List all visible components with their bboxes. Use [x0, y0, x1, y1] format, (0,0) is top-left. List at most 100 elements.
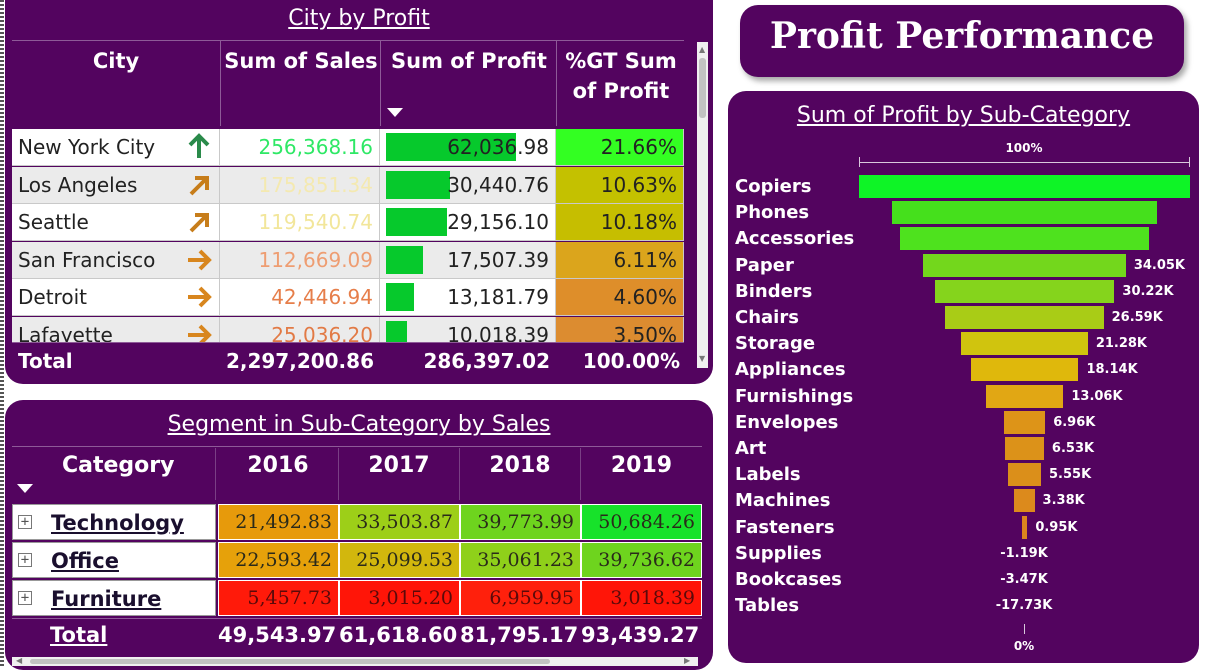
segment-row: + Furniture 5,457.73 3,015.20 6,959.95 3,018.… [12, 580, 702, 616]
funnel-category-label: Envelopes [735, 411, 839, 433]
scroll-thumb[interactable] [699, 58, 706, 118]
category-cell[interactable]: + Technology [12, 504, 216, 540]
funnel-category-label: Copiers [735, 176, 812, 197]
profit-data-bar [386, 170, 450, 199]
funnel-bar[interactable] [961, 332, 1088, 356]
year-header-2018[interactable]: 2018 [460, 448, 581, 500]
funnel-bar[interactable] [1021, 515, 1028, 539]
city-name: Detroit [18, 285, 87, 309]
year-sales-cell: 3,015.20 [339, 580, 460, 616]
profit-data-bar [386, 283, 414, 311]
table-row[interactable]: Los Angeles 175,851.34 30,440.76 10.63% [12, 166, 684, 204]
pct-header[interactable]: %GT Sum of Profit [565, 49, 677, 103]
category-label[interactable]: Technology [51, 511, 184, 535]
funnel-bar[interactable] [934, 279, 1115, 303]
year-sales-cell: 50,684.26 [581, 504, 702, 540]
sales-cell: 112,669.09 [220, 241, 380, 279]
sort-descending-icon[interactable] [17, 484, 33, 493]
category-label[interactable]: Furniture [51, 587, 162, 611]
sort-descending-icon[interactable] [387, 108, 403, 117]
funnel-bar[interactable] [1003, 410, 1046, 434]
funnel-value-label: 26.59K [1111, 310, 1163, 325]
sales-cell: 119,540.74 [220, 204, 380, 241]
pct-cell: 4.60% [556, 279, 684, 316]
trend-right-arrow-icon [185, 245, 213, 275]
scroll-up-icon[interactable]: ▲ [699, 45, 706, 54]
trend-up-right-arrow-icon [185, 170, 213, 200]
funnel-value-label: -3.47K [1000, 572, 1048, 587]
expand-plus-icon[interactable]: + [18, 553, 32, 567]
year-sales-cell: 5,457.73 [218, 580, 339, 616]
profit-header[interactable]: Sum of Profit [391, 49, 547, 73]
funnel-bar[interactable] [1007, 463, 1041, 487]
profit-value: 29,156.10 [447, 210, 549, 234]
funnel-top-axis-tick [1189, 157, 1190, 167]
funnel-category-label: Furnishings [735, 385, 854, 407]
profit-cell: 17,507.39 [380, 241, 556, 279]
category-cell[interactable]: + Furniture [12, 580, 216, 616]
table-row[interactable]: Seattle 119,540.74 29,156.10 10.18% [12, 204, 684, 241]
scroll-thumb[interactable] [30, 659, 550, 664]
funnel-value-label: -17.73K [995, 598, 1053, 614]
city-total-row [12, 342, 684, 379]
funnel-value-label: 13.06K [1071, 388, 1123, 404]
funnel-bar[interactable] [923, 253, 1126, 277]
funnel-top-axis-tick [859, 157, 860, 167]
table-row[interactable]: San Francisco 112,669.09 17,507.39 6.11% [12, 241, 684, 279]
segment-horizontal-scrollbar[interactable]: ◀ ▶ [12, 656, 698, 666]
funnel-category-label: Bookcases [735, 569, 842, 590]
year-header-2019[interactable]: 2019 [610, 453, 673, 478]
year-sales-cell: 3,018.39 [581, 580, 702, 616]
profit-cell: 29,156.10 [380, 204, 556, 241]
header-divider [556, 40, 557, 126]
profit-data-bar [386, 245, 423, 274]
sales-header[interactable]: Sum of Sales [224, 49, 378, 73]
year-header-2016[interactable]: 2016 [218, 448, 339, 500]
profit-value: 10,018.39 [447, 322, 549, 343]
city-name-cell: Lafayette [12, 316, 220, 343]
expand-plus-icon[interactable]: + [18, 515, 32, 529]
table-row[interactable]: New York City 256,368.16 62,036.98 21.66% [12, 129, 684, 166]
segment-total-2016: 49,543.97 [218, 623, 337, 647]
profit-cell: 30,440.76 [380, 166, 556, 204]
report-title: Profit Performance [769, 15, 1155, 57]
funnel-category-label: Chairs [735, 307, 799, 328]
city-total-sales: 2,297,200.86 [225, 349, 374, 373]
year-header-2017[interactable]: 2017 [339, 448, 460, 500]
profit-value: 17,507.39 [447, 247, 549, 272]
funnel-category-label: Appliances [735, 359, 846, 381]
funnel-bar[interactable] [1014, 489, 1035, 513]
report-title-card: Profit Performance [740, 5, 1184, 77]
category-header[interactable]: Category [12, 448, 216, 500]
funnel-bar[interactable] [859, 175, 1190, 198]
funnel-bar[interactable] [970, 358, 1079, 382]
city-name: New York City [18, 135, 156, 159]
table-row[interactable]: Lafayette 25,036.20 10,018.39 3.50% [12, 316, 684, 343]
scroll-left-icon[interactable]: ◀ [16, 656, 23, 665]
year-sales-cell: 22,593.42 [218, 542, 339, 578]
scroll-down-icon[interactable]: ▼ [699, 354, 706, 363]
city-name: Lafayette [18, 322, 113, 343]
trend-right-arrow-icon [185, 282, 213, 312]
table-row[interactable]: Detroit 42,446.94 13,181.79 4.60% [12, 279, 684, 316]
header-divider [220, 40, 221, 126]
year-sales-cell: 25,099.53 [339, 542, 460, 578]
city-name-cell: Seattle [12, 204, 220, 241]
city-name: San Francisco [18, 247, 156, 272]
funnel-bar[interactable] [892, 201, 1157, 225]
city-header[interactable]: City [92, 49, 140, 73]
funnel-bar[interactable] [899, 227, 1150, 251]
funnel-bar[interactable] [945, 306, 1104, 329]
profit-data-bar [386, 208, 448, 236]
category-cell[interactable]: +Office Supplies [12, 542, 216, 609]
funnel-value-label: 30.22K [1122, 283, 1174, 299]
funnel-value-label: 6.53K [1051, 441, 1095, 456]
city-name-cell: New York City [12, 129, 220, 166]
funnel-bar[interactable] [1005, 437, 1044, 460]
scroll-right-icon[interactable]: ▶ [684, 656, 691, 665]
expand-plus-icon[interactable]: + [18, 591, 32, 605]
funnel-bar[interactable] [985, 384, 1064, 408]
segment-total-2018: 81,795.17 [460, 623, 579, 647]
city-table-scrollbar[interactable]: ▲ ▼ [697, 42, 708, 368]
segment-row: + Technology 21,492.83 33,503.87 39,773.99 50… [12, 504, 702, 540]
